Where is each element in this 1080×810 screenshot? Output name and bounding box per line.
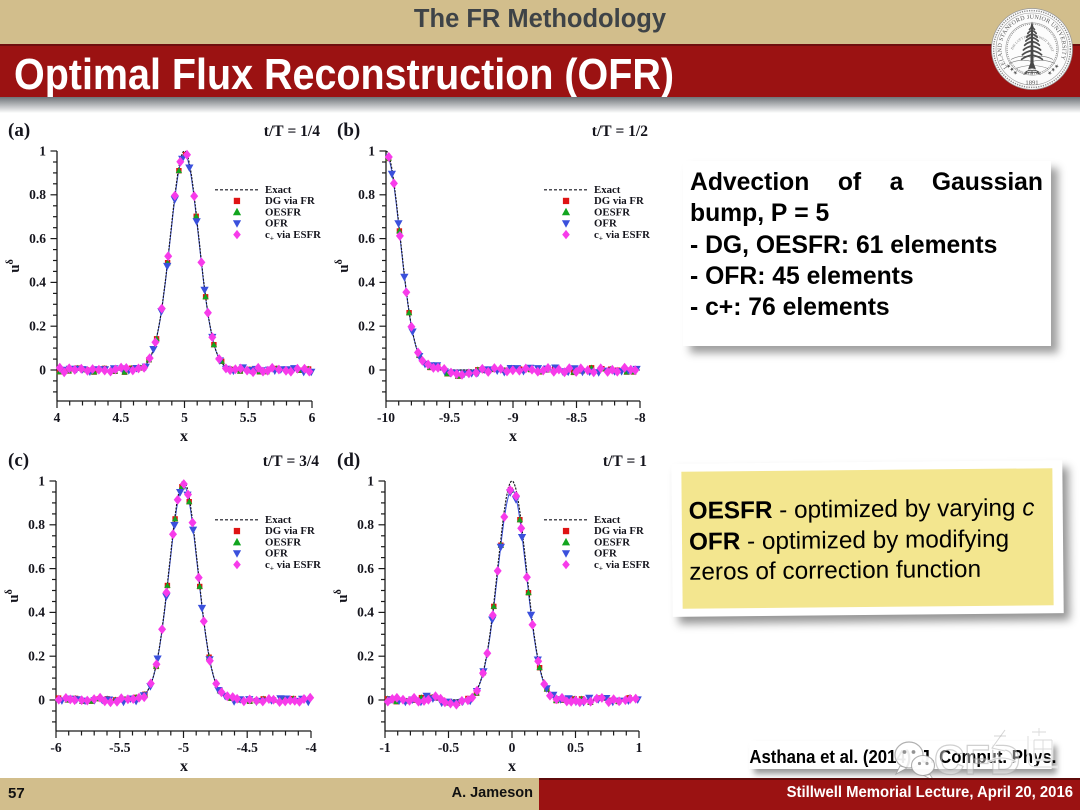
svg-text:OFR: OFR (265, 218, 288, 230)
svg-text:-8: -8 (634, 410, 645, 425)
svg-text:Exact: Exact (594, 514, 621, 526)
svg-text:Exact: Exact (265, 514, 292, 526)
svg-text:0: 0 (39, 362, 46, 377)
svg-text:0.8: 0.8 (358, 187, 375, 202)
svg-text:-5: -5 (178, 740, 189, 755)
svg-text:x: x (180, 428, 188, 445)
svg-text:1: 1 (38, 473, 45, 488)
svg-text:-4: -4 (305, 740, 316, 755)
svg-text:0.5: 0.5 (567, 740, 584, 755)
svg-text:OESFR: OESFR (594, 536, 630, 548)
svg-text:-9: -9 (507, 410, 518, 425)
svg-text:x: x (180, 758, 188, 775)
svg-text:(a): (a) (8, 120, 30, 141)
svg-text:-9.5: -9.5 (439, 410, 461, 425)
svg-text:c+ via ESFR: c+ via ESFR (265, 229, 321, 243)
svg-text:0.4: 0.4 (29, 275, 46, 290)
svg-text:4: 4 (54, 410, 61, 425)
svg-text:0: 0 (367, 692, 374, 707)
svg-text:0.6: 0.6 (357, 561, 374, 576)
svg-text:0.8: 0.8 (29, 187, 46, 202)
svg-text:Exact: Exact (265, 184, 292, 196)
svg-text:-1: -1 (379, 740, 390, 755)
svg-text:0: 0 (368, 362, 375, 377)
svg-text:0.4: 0.4 (357, 605, 374, 620)
svg-text:OESFR: OESFR (265, 536, 301, 548)
svg-text:(b): (b) (337, 120, 360, 141)
svg-text:t/T = 1/2: t/T = 1/2 (592, 123, 648, 140)
svg-text:uδ: uδ (4, 589, 22, 603)
svg-text:OESFR: OESFR (265, 206, 301, 218)
svg-text:5: 5 (181, 410, 188, 425)
svg-text:0.6: 0.6 (358, 231, 375, 246)
svg-text:4.5: 4.5 (112, 410, 129, 425)
svg-text:0.2: 0.2 (358, 319, 375, 334)
svg-text:0.6: 0.6 (29, 231, 46, 246)
svg-text:-4.5: -4.5 (237, 740, 259, 755)
svg-text:t/T = 1: t/T = 1 (603, 453, 647, 470)
svg-text:-0.5: -0.5 (438, 740, 460, 755)
svg-text:-8.5: -8.5 (566, 410, 588, 425)
svg-text:t/T = 1/4: t/T = 1/4 (264, 123, 320, 140)
svg-text:0: 0 (38, 692, 45, 707)
svg-text:0.2: 0.2 (28, 649, 45, 664)
svg-text:uδ: uδ (5, 259, 23, 273)
svg-text:uδ: uδ (334, 259, 352, 273)
svg-text:uδ: uδ (333, 589, 351, 603)
svg-text:0.8: 0.8 (28, 517, 45, 532)
svg-text:0.4: 0.4 (28, 605, 45, 620)
svg-text:0.2: 0.2 (29, 319, 46, 334)
svg-text:0.8: 0.8 (357, 517, 374, 532)
svg-text:t/T = 3/4: t/T = 3/4 (263, 453, 319, 470)
svg-text:(d): (d) (337, 450, 360, 471)
svg-text:DG via FR: DG via FR (265, 195, 315, 207)
svg-text:0.2: 0.2 (357, 649, 374, 664)
svg-text:1: 1 (636, 740, 643, 755)
svg-text:OFR: OFR (594, 218, 617, 230)
svg-text:-10: -10 (377, 410, 395, 425)
svg-text:c+ via ESFR: c+ via ESFR (594, 229, 650, 243)
svg-text:c+ via ESFR: c+ via ESFR (265, 559, 321, 573)
svg-text:OESFR: OESFR (594, 206, 630, 218)
svg-text:1: 1 (39, 143, 46, 158)
svg-text:DG via FR: DG via FR (265, 525, 315, 537)
svg-text:5.5: 5.5 (240, 410, 257, 425)
svg-text:0.6: 0.6 (28, 561, 45, 576)
svg-text:1891: 1891 (1025, 80, 1038, 87)
svg-text:-6: -6 (50, 740, 61, 755)
svg-text:OFR: OFR (265, 548, 288, 560)
svg-text:-5.5: -5.5 (109, 740, 131, 755)
svg-text:c+ via ESFR: c+ via ESFR (594, 559, 650, 573)
svg-text:DG via FR: DG via FR (594, 195, 644, 207)
svg-text:OFR: OFR (594, 548, 617, 560)
svg-text:0.4: 0.4 (358, 275, 375, 290)
svg-text:DG via FR: DG via FR (594, 525, 644, 537)
svg-text:(c): (c) (8, 450, 29, 471)
svg-text:0: 0 (509, 740, 516, 755)
svg-text:Exact: Exact (594, 184, 621, 196)
svg-text:6: 6 (309, 410, 316, 425)
svg-text:1: 1 (367, 473, 374, 488)
svg-text:x: x (508, 758, 516, 775)
svg-text:x: x (509, 428, 517, 445)
svg-text:1: 1 (368, 143, 375, 158)
